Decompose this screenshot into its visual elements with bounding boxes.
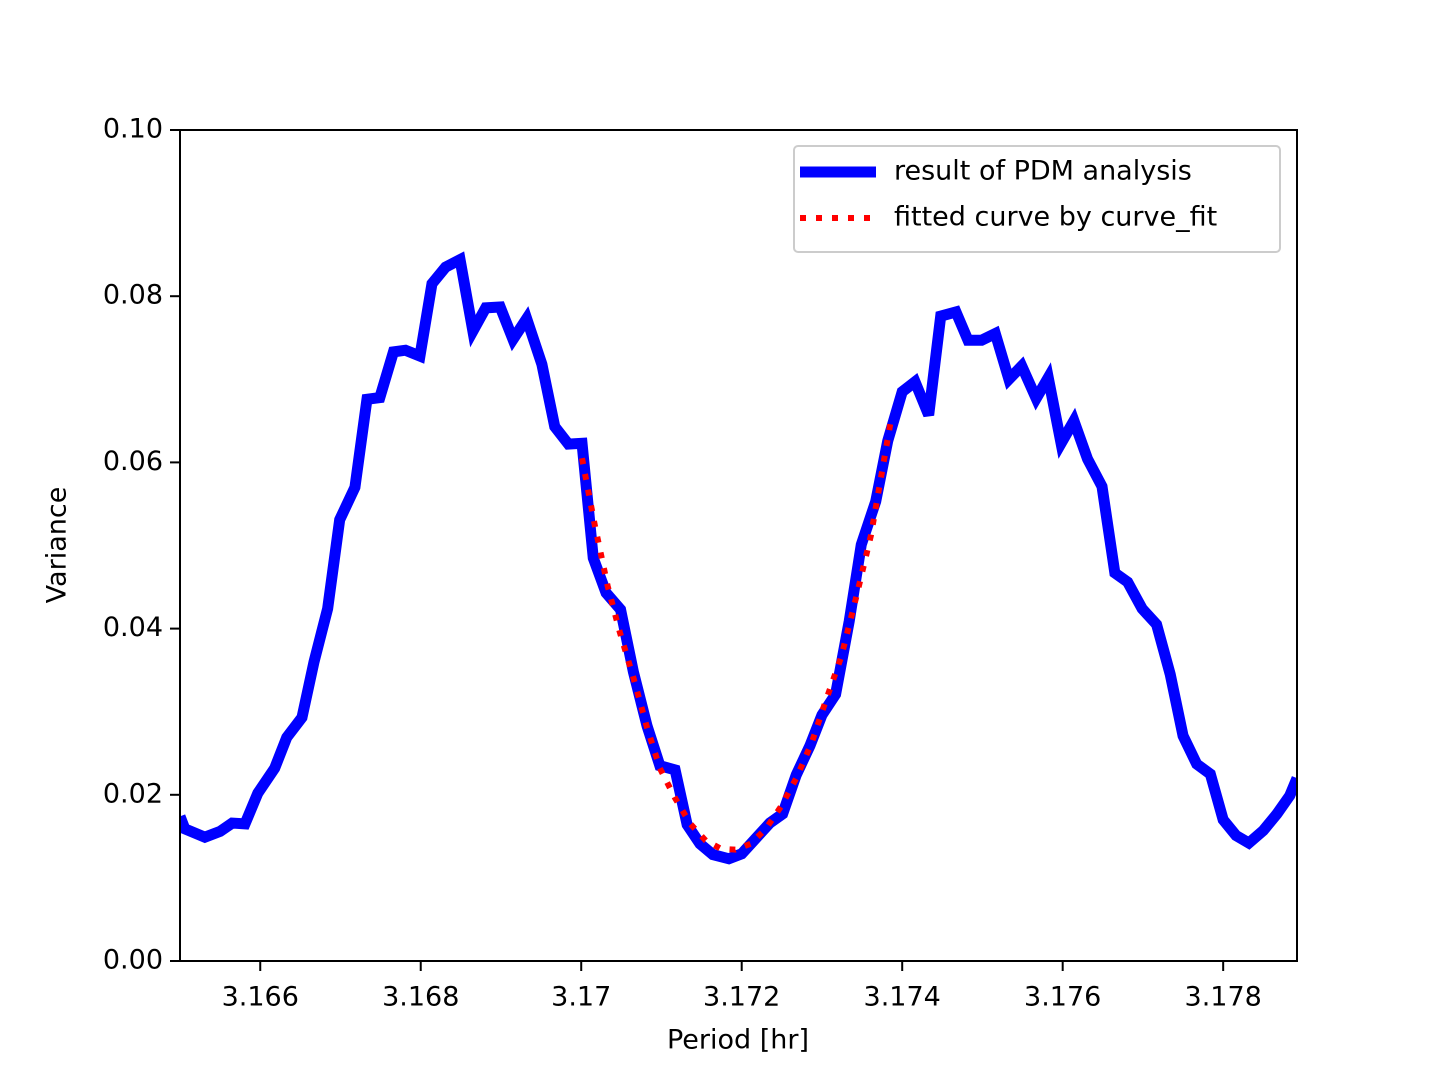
x-tick-label: 3.168	[382, 982, 459, 1013]
legend-label: result of PDM analysis	[894, 156, 1192, 187]
y-axis-label: Variance	[42, 487, 73, 604]
x-tick-label: 3.166	[222, 982, 299, 1013]
x-tick-label: 3.17	[551, 982, 611, 1013]
x-tick-label: 3.176	[1024, 982, 1101, 1013]
legend-box	[793, 145, 1281, 253]
x-axis-label: Period [hr]	[667, 1025, 809, 1056]
y-tick-label: 0.00	[103, 945, 163, 976]
y-tick-label: 0.08	[103, 280, 163, 311]
y-tick-label: 0.02	[103, 778, 163, 809]
y-tick-label: 0.06	[103, 446, 163, 477]
x-tick-label: 3.178	[1185, 982, 1262, 1013]
x-tick-label: 3.174	[864, 982, 941, 1013]
x-tick-label: 3.172	[703, 982, 780, 1013]
plot-area	[180, 251, 1297, 865]
legend-label: fitted curve by curve_fit	[894, 202, 1217, 233]
y-tick-label: 0.10	[103, 114, 163, 145]
series-line	[180, 251, 1297, 865]
y-tick-label: 0.04	[103, 612, 163, 643]
axes-frame	[179, 129, 1298, 962]
